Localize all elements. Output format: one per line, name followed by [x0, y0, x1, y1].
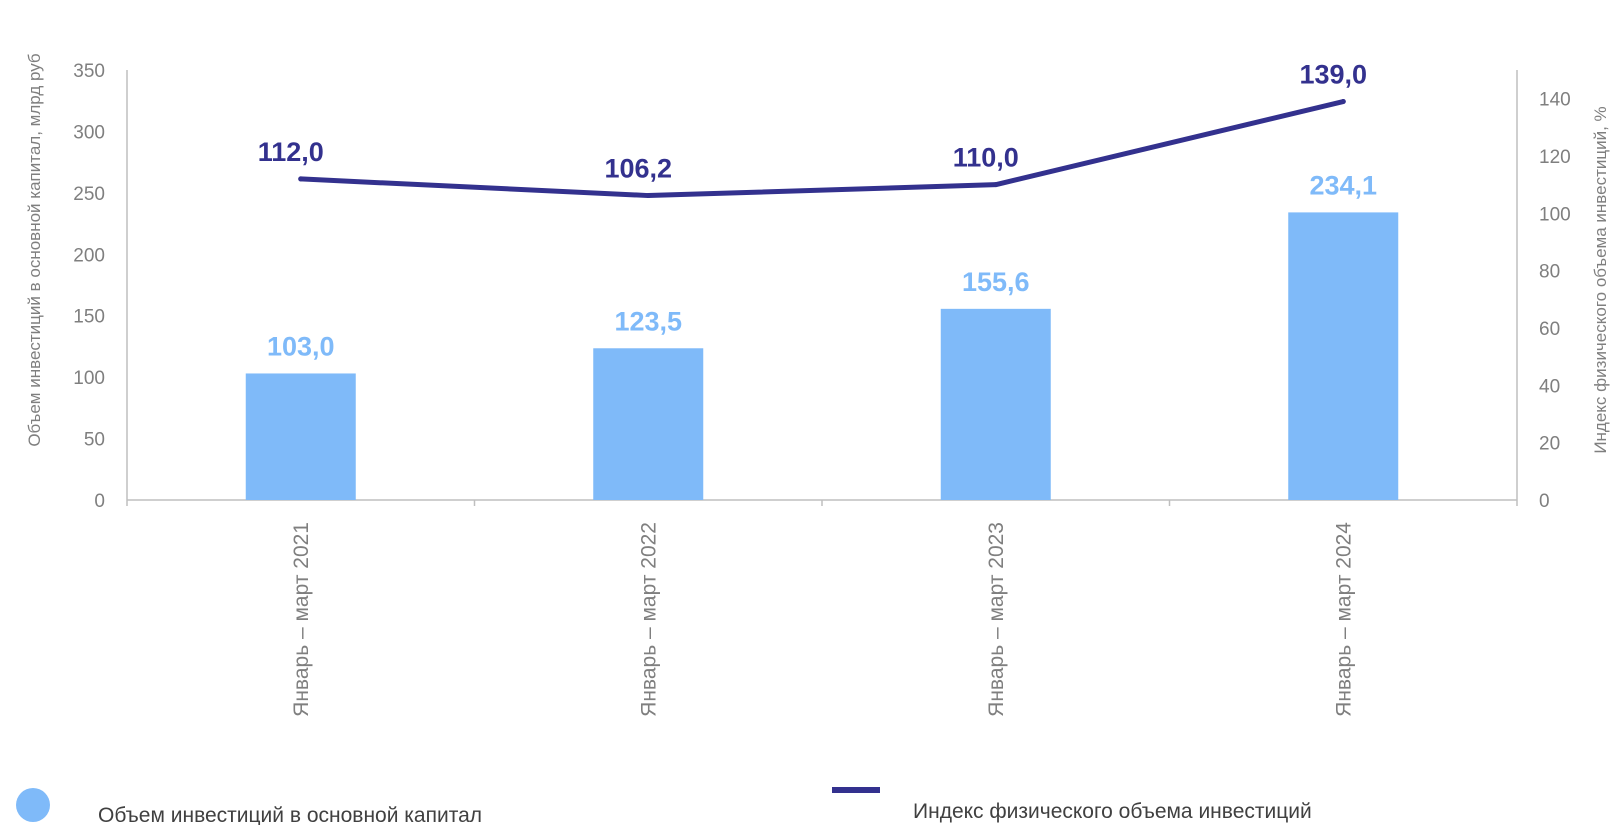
bar-data-label: 234,1	[1309, 170, 1377, 200]
x-category-label: Январь – март 2023	[985, 522, 1008, 717]
legend-label-bar: Объем инвестиций в основной капитал	[98, 804, 482, 825]
y-tick-label: 350	[73, 61, 105, 82]
bar	[1288, 212, 1399, 501]
series-line	[298, 99, 1346, 199]
bar-data-label: 103,0	[267, 331, 335, 361]
y2-tick-label: 60	[1539, 319, 1560, 340]
line-data-label: 106,2	[604, 154, 672, 184]
legend: Объем инвестиций в основной капитал Инде…	[16, 787, 1312, 825]
line-point	[993, 182, 999, 188]
bar	[940, 308, 1051, 500]
line-point	[645, 193, 651, 199]
bar-series: 103,0 123,5 155,6 234,1	[245, 170, 1399, 501]
y-tick-label: 0	[94, 491, 105, 512]
y2-tick-label: 120	[1539, 147, 1571, 168]
bar-data-label: 123,5	[614, 306, 682, 336]
y-tick-label: 250	[73, 184, 105, 205]
y2-tick-label: 0	[1539, 491, 1550, 512]
y2-tick-label: 140	[1539, 90, 1571, 111]
y-axis-left: 0 50 100 150 200 250 300 350	[73, 61, 1518, 512]
bar-data-label: 155,6	[962, 267, 1030, 297]
line-point	[298, 176, 304, 182]
line-series: 112,0 106,2 110,0 139,0	[258, 60, 1367, 199]
line-data-label: 139,0	[1299, 60, 1367, 90]
y2-tick-label: 20	[1539, 434, 1560, 455]
bar	[593, 348, 704, 500]
x-category-label: Январь – март 2024	[1332, 522, 1355, 717]
bar	[245, 373, 356, 500]
y-axis-right: 0 20 40 60 80 100 120 140	[1539, 90, 1571, 512]
y-axis-right-title: Индекс физического объема инвестиций, %	[1591, 106, 1610, 453]
y-tick-label: 50	[84, 430, 105, 451]
line-data-label: 110,0	[953, 143, 1019, 173]
y2-tick-label: 40	[1539, 376, 1560, 397]
y2-tick-label: 100	[1539, 204, 1571, 225]
y-tick-label: 150	[73, 307, 105, 328]
y-axis-left-title: Объем инвестиций в основной капитал, млр…	[25, 53, 44, 447]
legend-label-line: Индекс физического объема инвестиций	[913, 800, 1312, 823]
y-tick-label: 100	[73, 368, 105, 389]
line-data-label: 112,0	[258, 137, 324, 167]
y-tick-label: 300	[73, 122, 105, 143]
x-category-label: Январь – март 2021	[290, 522, 313, 717]
y2-tick-label: 80	[1539, 262, 1560, 283]
line-point	[1340, 99, 1346, 105]
x-axis-categories: Январь – март 2021 Январь – март 2022 Янва…	[290, 522, 1356, 717]
x-category-label: Январь – март 2022	[637, 522, 660, 717]
y-tick-label: 200	[73, 245, 105, 266]
legend-marker-bar	[16, 788, 50, 822]
